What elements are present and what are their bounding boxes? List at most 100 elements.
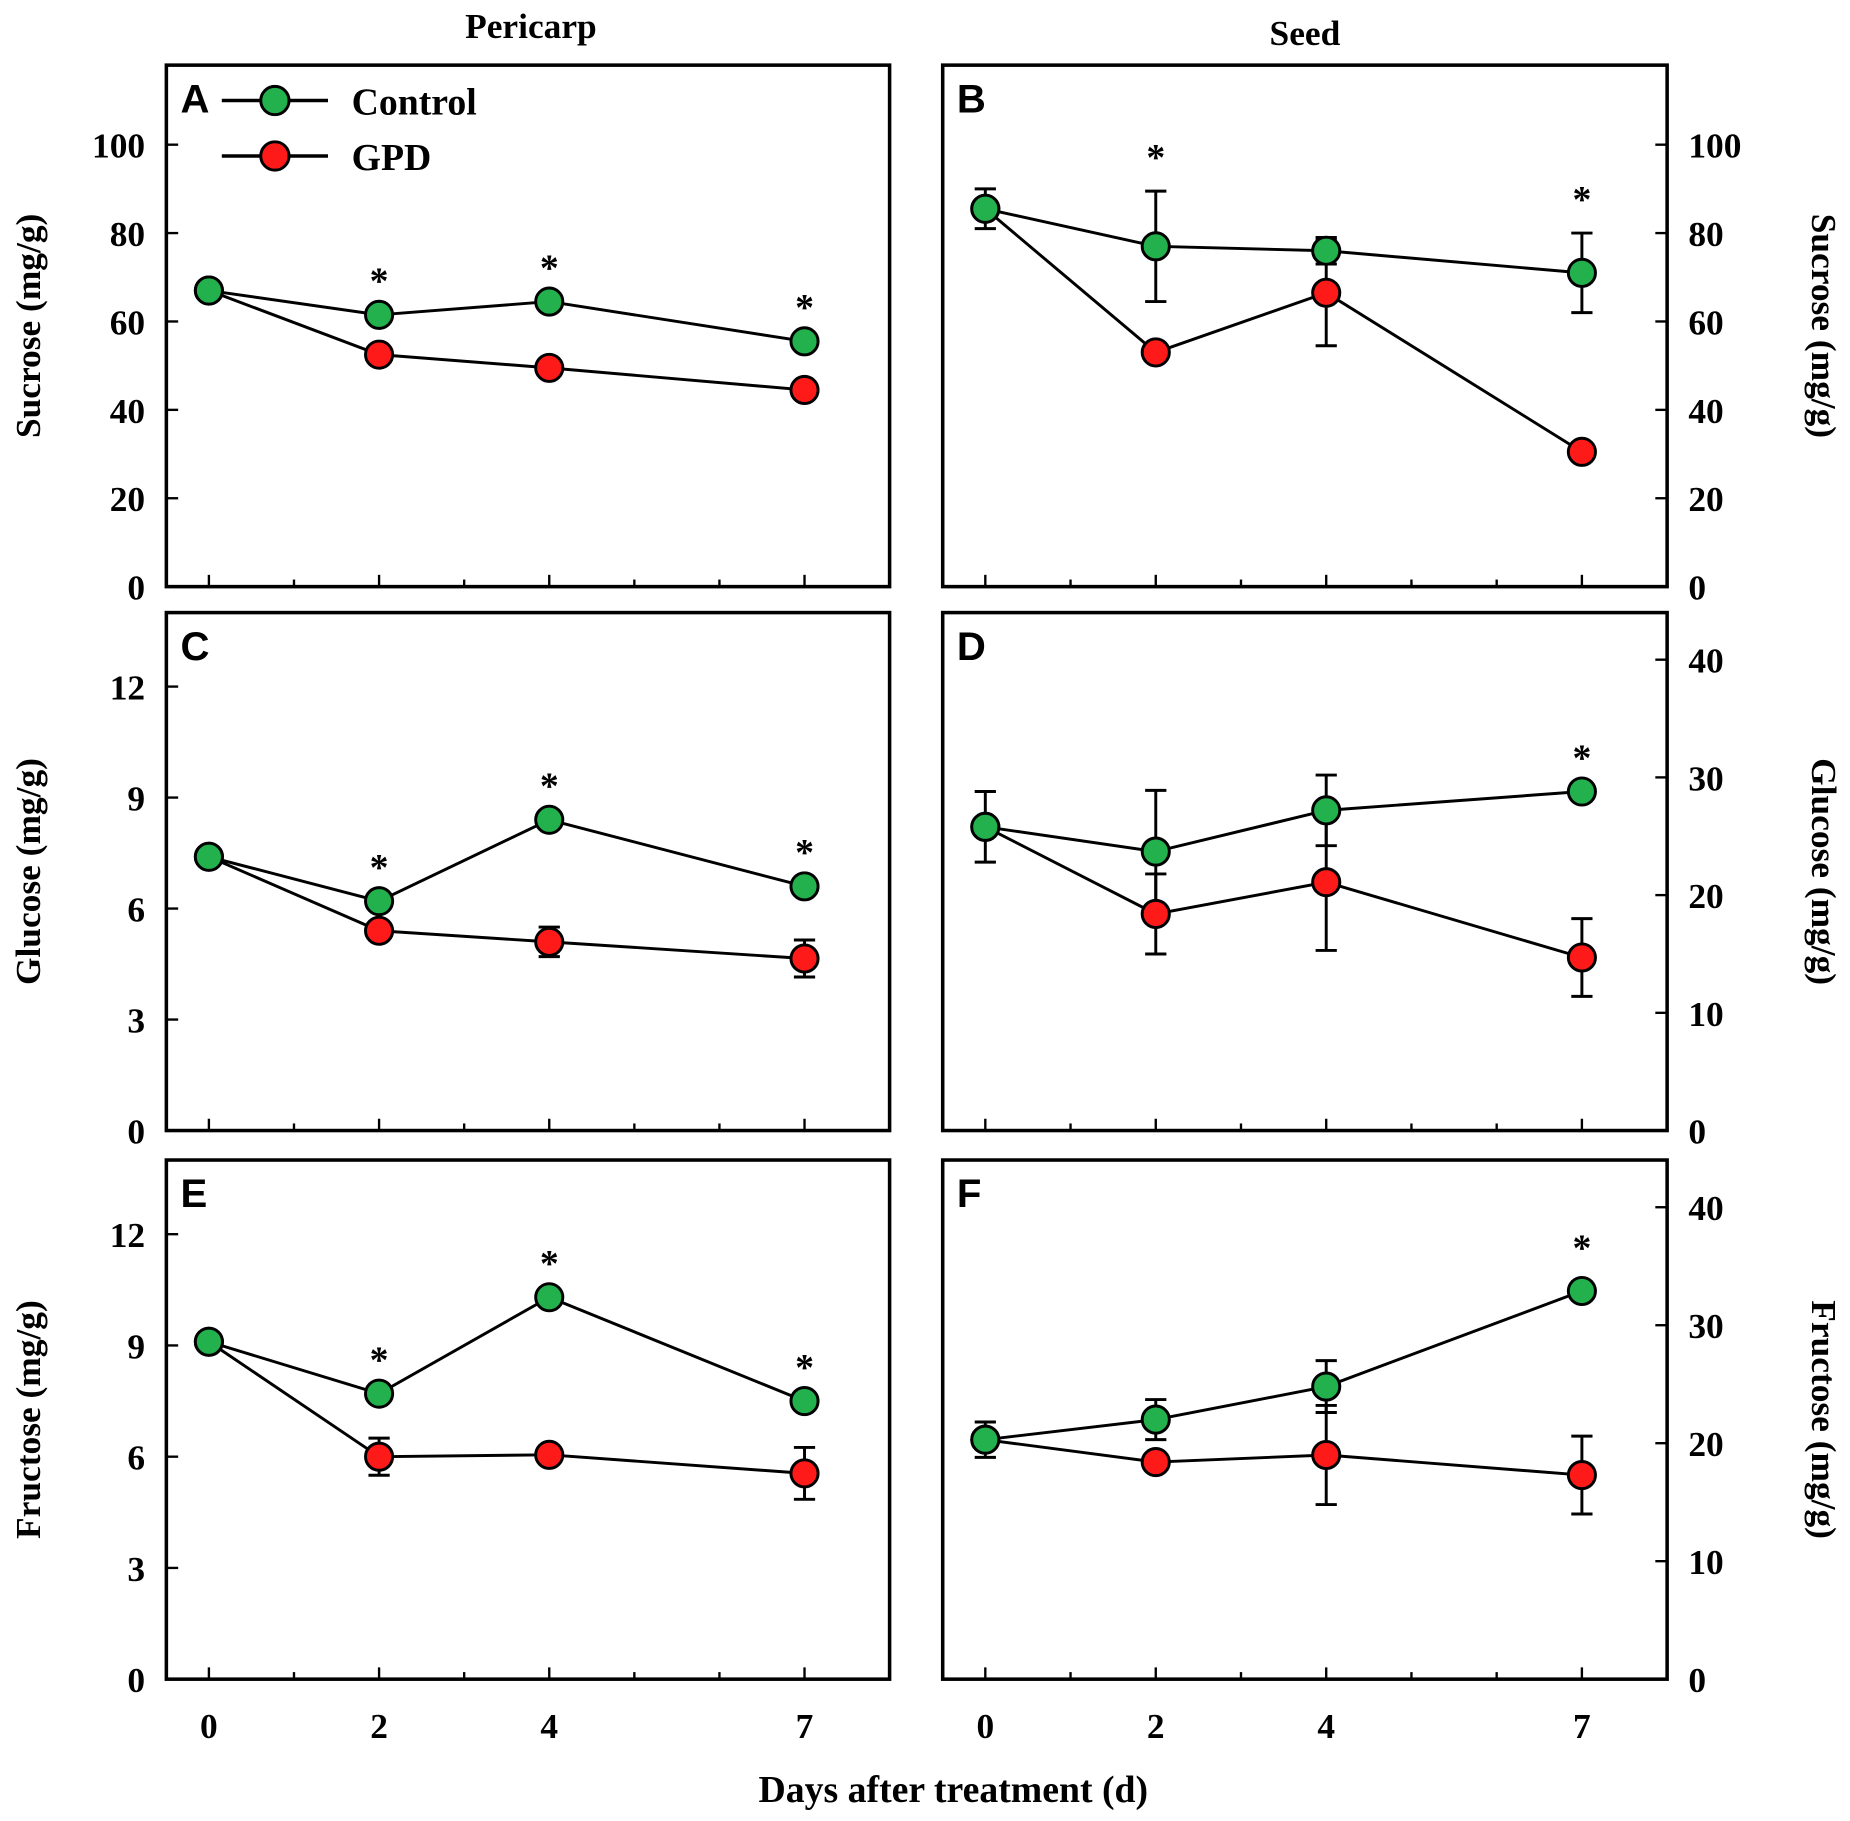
series-line-gpd (208, 289, 805, 392)
panel-letter: B (957, 77, 986, 121)
y-tick-label: 20 (1688, 876, 1723, 916)
data-point-control (364, 886, 395, 917)
y-tick-label: 20 (1688, 479, 1723, 519)
x-tick-label: 7 (796, 1706, 814, 1746)
y-tick-label: 6 (127, 1438, 145, 1478)
y-tick-label: 0 (1688, 1660, 1706, 1700)
series-line-control (985, 790, 1583, 854)
x-tick-label: 2 (370, 1706, 388, 1746)
y-tick-label: 0 (127, 1112, 145, 1152)
panel-letter: F (957, 1172, 982, 1216)
data-point-control (1140, 836, 1171, 867)
data-point-gpd (1311, 1439, 1342, 1471)
panel-d: D 0 10 20 30 40 Glucose (mg/g) * (940, 610, 1844, 1152)
y-tick-label: 60 (1688, 302, 1723, 342)
data-point-control (1566, 257, 1597, 288)
column-title-seed: Seed (1270, 13, 1341, 53)
data-point-gpd (364, 915, 395, 946)
plot-frame (940, 610, 1669, 1133)
series-line-control (208, 1295, 806, 1403)
plot-frame (164, 610, 892, 1133)
data-point-control (193, 1326, 224, 1357)
data-point-control (364, 1378, 395, 1409)
y-tick-label: 80 (1688, 214, 1723, 254)
data-point-control (970, 811, 1001, 842)
legend-label: GPD (352, 137, 432, 179)
column-title-pericarp: Pericarp (465, 6, 597, 46)
significance-marker: * (795, 832, 814, 874)
plot-frame (164, 1158, 892, 1681)
panel-letter: E (181, 1172, 208, 1216)
data-point-control (1311, 235, 1342, 266)
data-point-control (1311, 1371, 1342, 1402)
data-point-gpd (364, 339, 395, 370)
series-line-gpd (984, 207, 1583, 454)
y-tick-label: 40 (110, 391, 145, 431)
data-point-gpd (1311, 277, 1342, 308)
x-tick-label: 0 (200, 1706, 218, 1746)
significance-marker: * (370, 261, 389, 303)
data-point-control (1566, 1275, 1597, 1307)
panel-e: E 0 2 4 7 0 3 6 9 12 Fructose (mg/g) * * * (8, 1158, 892, 1746)
data-point-control (193, 841, 224, 872)
data-point-control (534, 286, 565, 317)
series-line-gpd (208, 855, 805, 960)
x-tick-label: 0 (976, 1706, 994, 1746)
legend-marker-gpd (259, 140, 291, 172)
y-tick-label: 9 (127, 1326, 145, 1366)
series-line-control (208, 818, 805, 903)
series-line-gpd (984, 825, 1583, 959)
panel-letter: A (181, 77, 210, 121)
y-tick-label: 30 (1688, 1306, 1723, 1346)
y-tick-label: 0 (1688, 568, 1706, 608)
y-tick-label: 40 (1688, 391, 1723, 431)
y-axis-label: Glucose (mg/g) (8, 758, 48, 985)
y-tick-label: 3 (127, 1001, 145, 1041)
legend-marker-control (259, 84, 291, 117)
data-point-gpd (789, 374, 820, 406)
y-tick-label: 12 (110, 668, 145, 708)
data-point-gpd (364, 1441, 395, 1472)
y-tick-label: 100 (92, 126, 145, 166)
y-tick-label: 6 (127, 890, 145, 930)
plot-frame (940, 63, 1669, 589)
data-point-gpd (1140, 1447, 1171, 1478)
series-line-gpd (208, 1340, 805, 1475)
panel-a: A 0 20 40 60 80 100 Sucrose (mg/g) * * * Control GPD (8, 63, 892, 608)
significance-marker: * (1146, 137, 1165, 179)
data-point-gpd (1566, 436, 1597, 467)
y-tick-label: 20 (110, 479, 145, 519)
series-line-control (208, 289, 805, 343)
data-point-gpd (534, 352, 565, 383)
significance-marker: * (540, 1243, 559, 1285)
y-tick-label: 40 (1688, 1188, 1723, 1228)
y-axis-label: Sucrose (mg/g) (1804, 214, 1844, 438)
significance-marker: * (540, 247, 559, 289)
panel-letter: D (957, 625, 986, 669)
significance-marker: * (370, 1339, 389, 1381)
y-tick-label: 100 (1688, 126, 1741, 166)
data-point-gpd (1566, 942, 1597, 973)
y-axis-label: Sucrose (mg/g) (8, 214, 48, 438)
x-tick-label: 4 (1317, 1706, 1335, 1746)
data-point-control (193, 275, 224, 306)
data-point-control (1140, 1404, 1171, 1435)
y-tick-label: 0 (127, 568, 145, 608)
series-line-control (985, 1289, 1583, 1442)
y-tick-label: 40 (1688, 641, 1723, 681)
y-tick-label: 10 (1688, 1542, 1723, 1582)
data-point-control (970, 193, 1001, 224)
y-tick-label: 0 (1688, 1112, 1706, 1152)
data-point-gpd (534, 926, 565, 957)
panel-letter: C (181, 625, 210, 669)
data-point-gpd (534, 1439, 565, 1470)
y-tick-label: 9 (127, 779, 145, 819)
y-axis-label: Fructose (mg/g) (1804, 1300, 1844, 1539)
y-axis-label: Glucose (mg/g) (1804, 758, 1844, 985)
plot-frame (940, 1158, 1669, 1681)
y-tick-label: 12 (110, 1215, 145, 1255)
panel-b: B 0 20 40 60 80 100 Sucrose (mg/g) * * (940, 63, 1844, 608)
data-point-gpd (1140, 337, 1171, 368)
y-tick-label: 80 (110, 214, 145, 254)
